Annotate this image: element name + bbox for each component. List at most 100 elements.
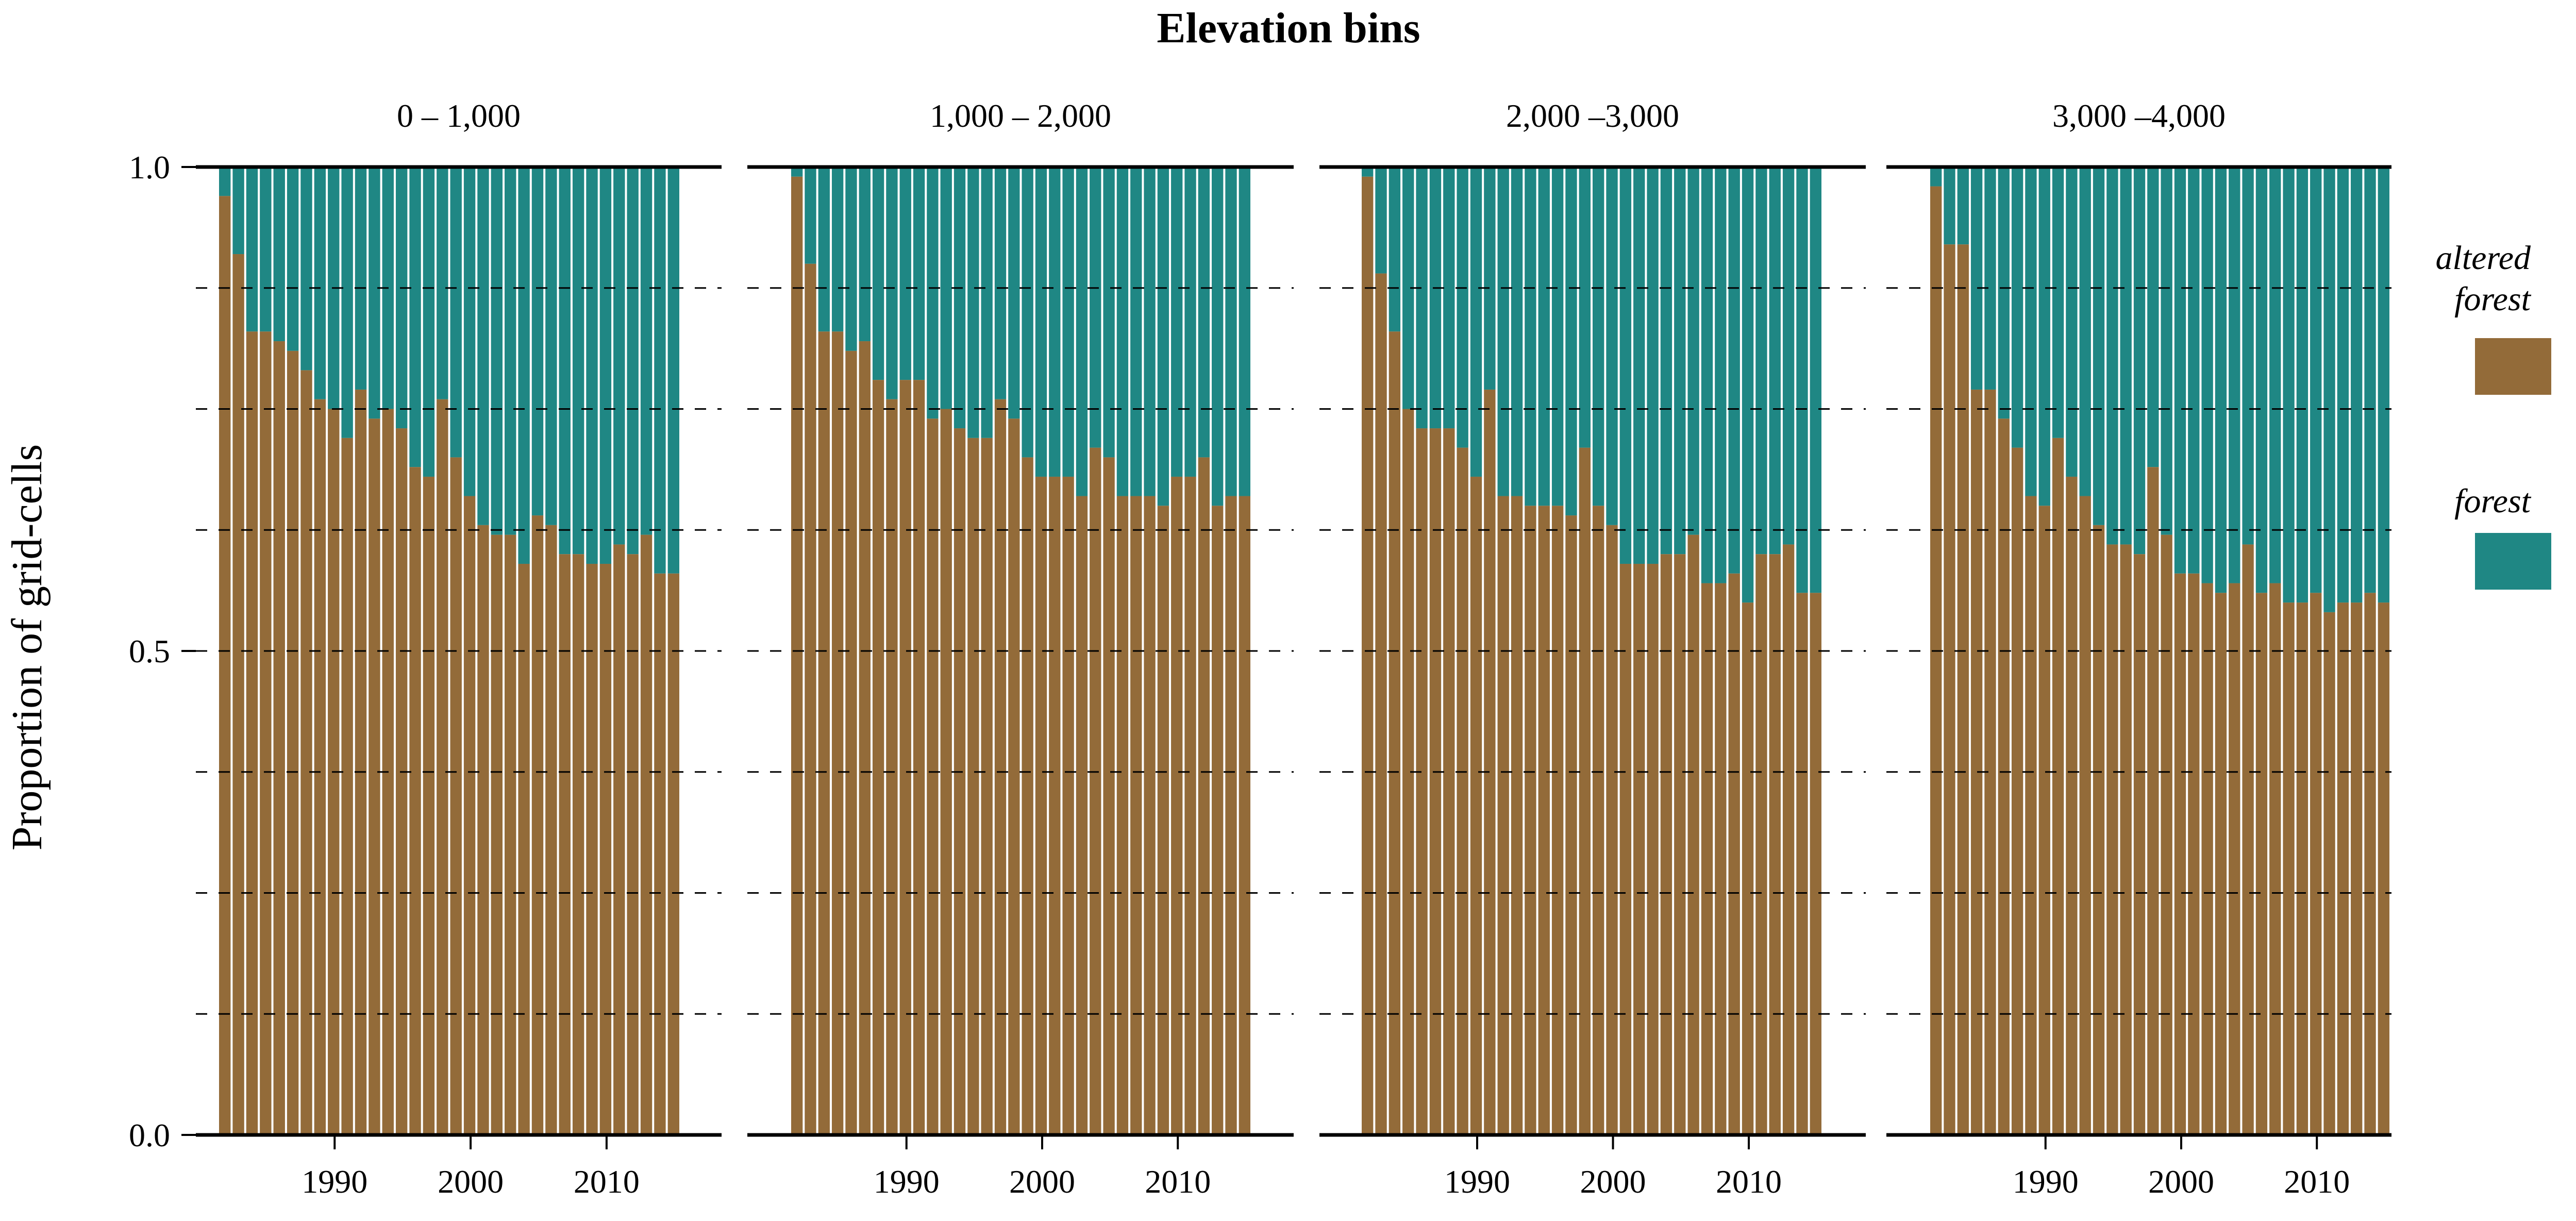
bar-altered-forest-2006 bbox=[1116, 496, 1129, 1135]
bar-altered-forest-1997 bbox=[1565, 515, 1577, 1135]
bar-altered-forest-1989 bbox=[2025, 496, 2037, 1135]
bar-altered-forest-2004 bbox=[2229, 583, 2240, 1135]
bar-forest-2008 bbox=[2283, 167, 2295, 603]
bar-altered-forest-2015 bbox=[1239, 496, 1250, 1135]
bar-forest-2005 bbox=[1103, 167, 1115, 458]
bar-forest-1983 bbox=[805, 167, 816, 264]
bar-forest-1992 bbox=[1497, 167, 1509, 496]
bar-forest-1992 bbox=[2066, 167, 2078, 477]
bar-forest-1994 bbox=[954, 167, 966, 429]
bar-altered-forest-2010 bbox=[1171, 476, 1183, 1135]
bar-forest-2006 bbox=[2255, 167, 2268, 593]
bar-altered-forest-2000 bbox=[1035, 476, 1047, 1135]
bar-forest-1995 bbox=[2106, 167, 2118, 545]
bar-forest-1984 bbox=[246, 167, 258, 332]
bar-forest-2001 bbox=[477, 167, 489, 525]
x-tick-label: 2010 bbox=[574, 1163, 640, 1200]
bar-forest-1991 bbox=[1484, 167, 1496, 390]
panel-title: 3,000 –4,000 bbox=[2052, 97, 2226, 134]
bar-altered-forest-1985 bbox=[260, 331, 272, 1135]
bar-forest-1993 bbox=[2079, 167, 2091, 496]
bar-altered-forest-1998 bbox=[1579, 447, 1591, 1135]
bar-forest-1991 bbox=[341, 167, 353, 438]
bar-forest-1999 bbox=[1593, 167, 1604, 506]
bar-forest-1987 bbox=[859, 167, 871, 342]
bar-altered-forest-1983 bbox=[1375, 273, 1387, 1135]
bar-forest-1997 bbox=[994, 167, 1007, 399]
bar-forest-2008 bbox=[1144, 167, 1156, 496]
bar-forest-2014 bbox=[1225, 167, 1237, 496]
bar-altered-forest-1984 bbox=[1957, 244, 1969, 1135]
bar-altered-forest-1995 bbox=[2106, 544, 2118, 1135]
bar-forest-1986 bbox=[1984, 167, 1996, 390]
bar-forest-1982 bbox=[1930, 167, 1942, 187]
bar-forest-2003 bbox=[2215, 167, 2227, 593]
bar-forest-1999 bbox=[450, 167, 462, 458]
bar-forest-2002 bbox=[1633, 167, 1645, 564]
bar-forest-2010 bbox=[1171, 167, 1183, 477]
bar-altered-forest-2000 bbox=[463, 496, 476, 1135]
bar-forest-1997 bbox=[2133, 167, 2146, 555]
bar-altered-forest-1991 bbox=[2052, 438, 2064, 1135]
bars bbox=[1362, 167, 1821, 1135]
bar-forest-2015 bbox=[2378, 167, 2389, 603]
bar-forest-1985 bbox=[260, 167, 272, 332]
bar-forest-1982 bbox=[1362, 167, 1374, 177]
bar-altered-forest-2014 bbox=[654, 573, 666, 1135]
bar-altered-forest-2013 bbox=[640, 534, 653, 1135]
bar-altered-forest-1989 bbox=[1457, 447, 1468, 1135]
legend-label-line: altered bbox=[2436, 239, 2531, 277]
bar-altered-forest-1989 bbox=[886, 399, 898, 1135]
bar-forest-2003 bbox=[1647, 167, 1659, 564]
bar-altered-forest-2009 bbox=[2296, 603, 2309, 1135]
bars bbox=[1930, 167, 2389, 1135]
bar-altered-forest-1998 bbox=[437, 399, 448, 1135]
panel-title: 1,000 – 2,000 bbox=[930, 97, 1111, 134]
gridlines bbox=[1319, 287, 1866, 1015]
bar-forest-1994 bbox=[1525, 167, 1536, 506]
bar-altered-forest-1990 bbox=[1470, 476, 1482, 1135]
bar-altered-forest-2009 bbox=[1157, 506, 1169, 1135]
bar-forest-2015 bbox=[1239, 167, 1250, 496]
x-tick-label: 1990 bbox=[874, 1163, 940, 1200]
bar-altered-forest-2010 bbox=[2310, 593, 2322, 1135]
bars bbox=[791, 167, 1250, 1135]
bar-altered-forest-1992 bbox=[2066, 476, 2078, 1135]
bar-altered-forest-2011 bbox=[2323, 612, 2335, 1135]
bar-altered-forest-1989 bbox=[314, 399, 326, 1135]
bar-altered-forest-2010 bbox=[599, 563, 612, 1135]
bar-altered-forest-1985 bbox=[1402, 409, 1414, 1135]
bar-forest-2013 bbox=[2351, 167, 2363, 603]
bar-altered-forest-2013 bbox=[1212, 506, 1224, 1135]
bar-altered-forest-2003 bbox=[1647, 563, 1659, 1135]
bar-forest-1983 bbox=[1375, 167, 1387, 274]
bar-forest-2010 bbox=[1742, 167, 1754, 603]
bar-forest-1999 bbox=[1022, 167, 1033, 458]
bar-forest-2013 bbox=[640, 167, 653, 535]
bar-altered-forest-1985 bbox=[831, 331, 844, 1135]
bar-forest-1986 bbox=[845, 167, 857, 351]
bar-forest-2004 bbox=[1660, 167, 1672, 555]
bar-altered-forest-2005 bbox=[2242, 544, 2254, 1135]
bar-altered-forest-1993 bbox=[369, 419, 380, 1135]
bar-forest-2001 bbox=[1619, 167, 1632, 564]
bar-altered-forest-2009 bbox=[586, 563, 598, 1135]
bar-altered-forest-2011 bbox=[1755, 554, 1767, 1135]
bar-forest-1983 bbox=[232, 167, 244, 255]
bar-altered-forest-1991 bbox=[341, 438, 353, 1135]
x-tick-label: 2010 bbox=[2284, 1163, 2350, 1200]
bar-forest-1997 bbox=[1565, 167, 1577, 516]
bar-forest-1993 bbox=[369, 167, 380, 419]
y-axis: 0.0 0.5 1.0 bbox=[129, 149, 196, 1153]
bar-forest-1986 bbox=[273, 167, 285, 342]
bar-altered-forest-1990 bbox=[899, 380, 911, 1135]
x-tick-label: 2000 bbox=[1009, 1163, 1075, 1200]
bar-forest-2007 bbox=[2269, 167, 2281, 583]
bar-altered-forest-1988 bbox=[300, 370, 312, 1135]
bar-forest-2005 bbox=[1674, 167, 1686, 555]
bar-forest-1988 bbox=[300, 167, 312, 371]
bar-altered-forest-1983 bbox=[232, 254, 244, 1135]
bar-forest-1997 bbox=[423, 167, 435, 477]
bar-altered-forest-1982 bbox=[1362, 176, 1374, 1135]
bar-forest-1985 bbox=[1970, 167, 1983, 390]
